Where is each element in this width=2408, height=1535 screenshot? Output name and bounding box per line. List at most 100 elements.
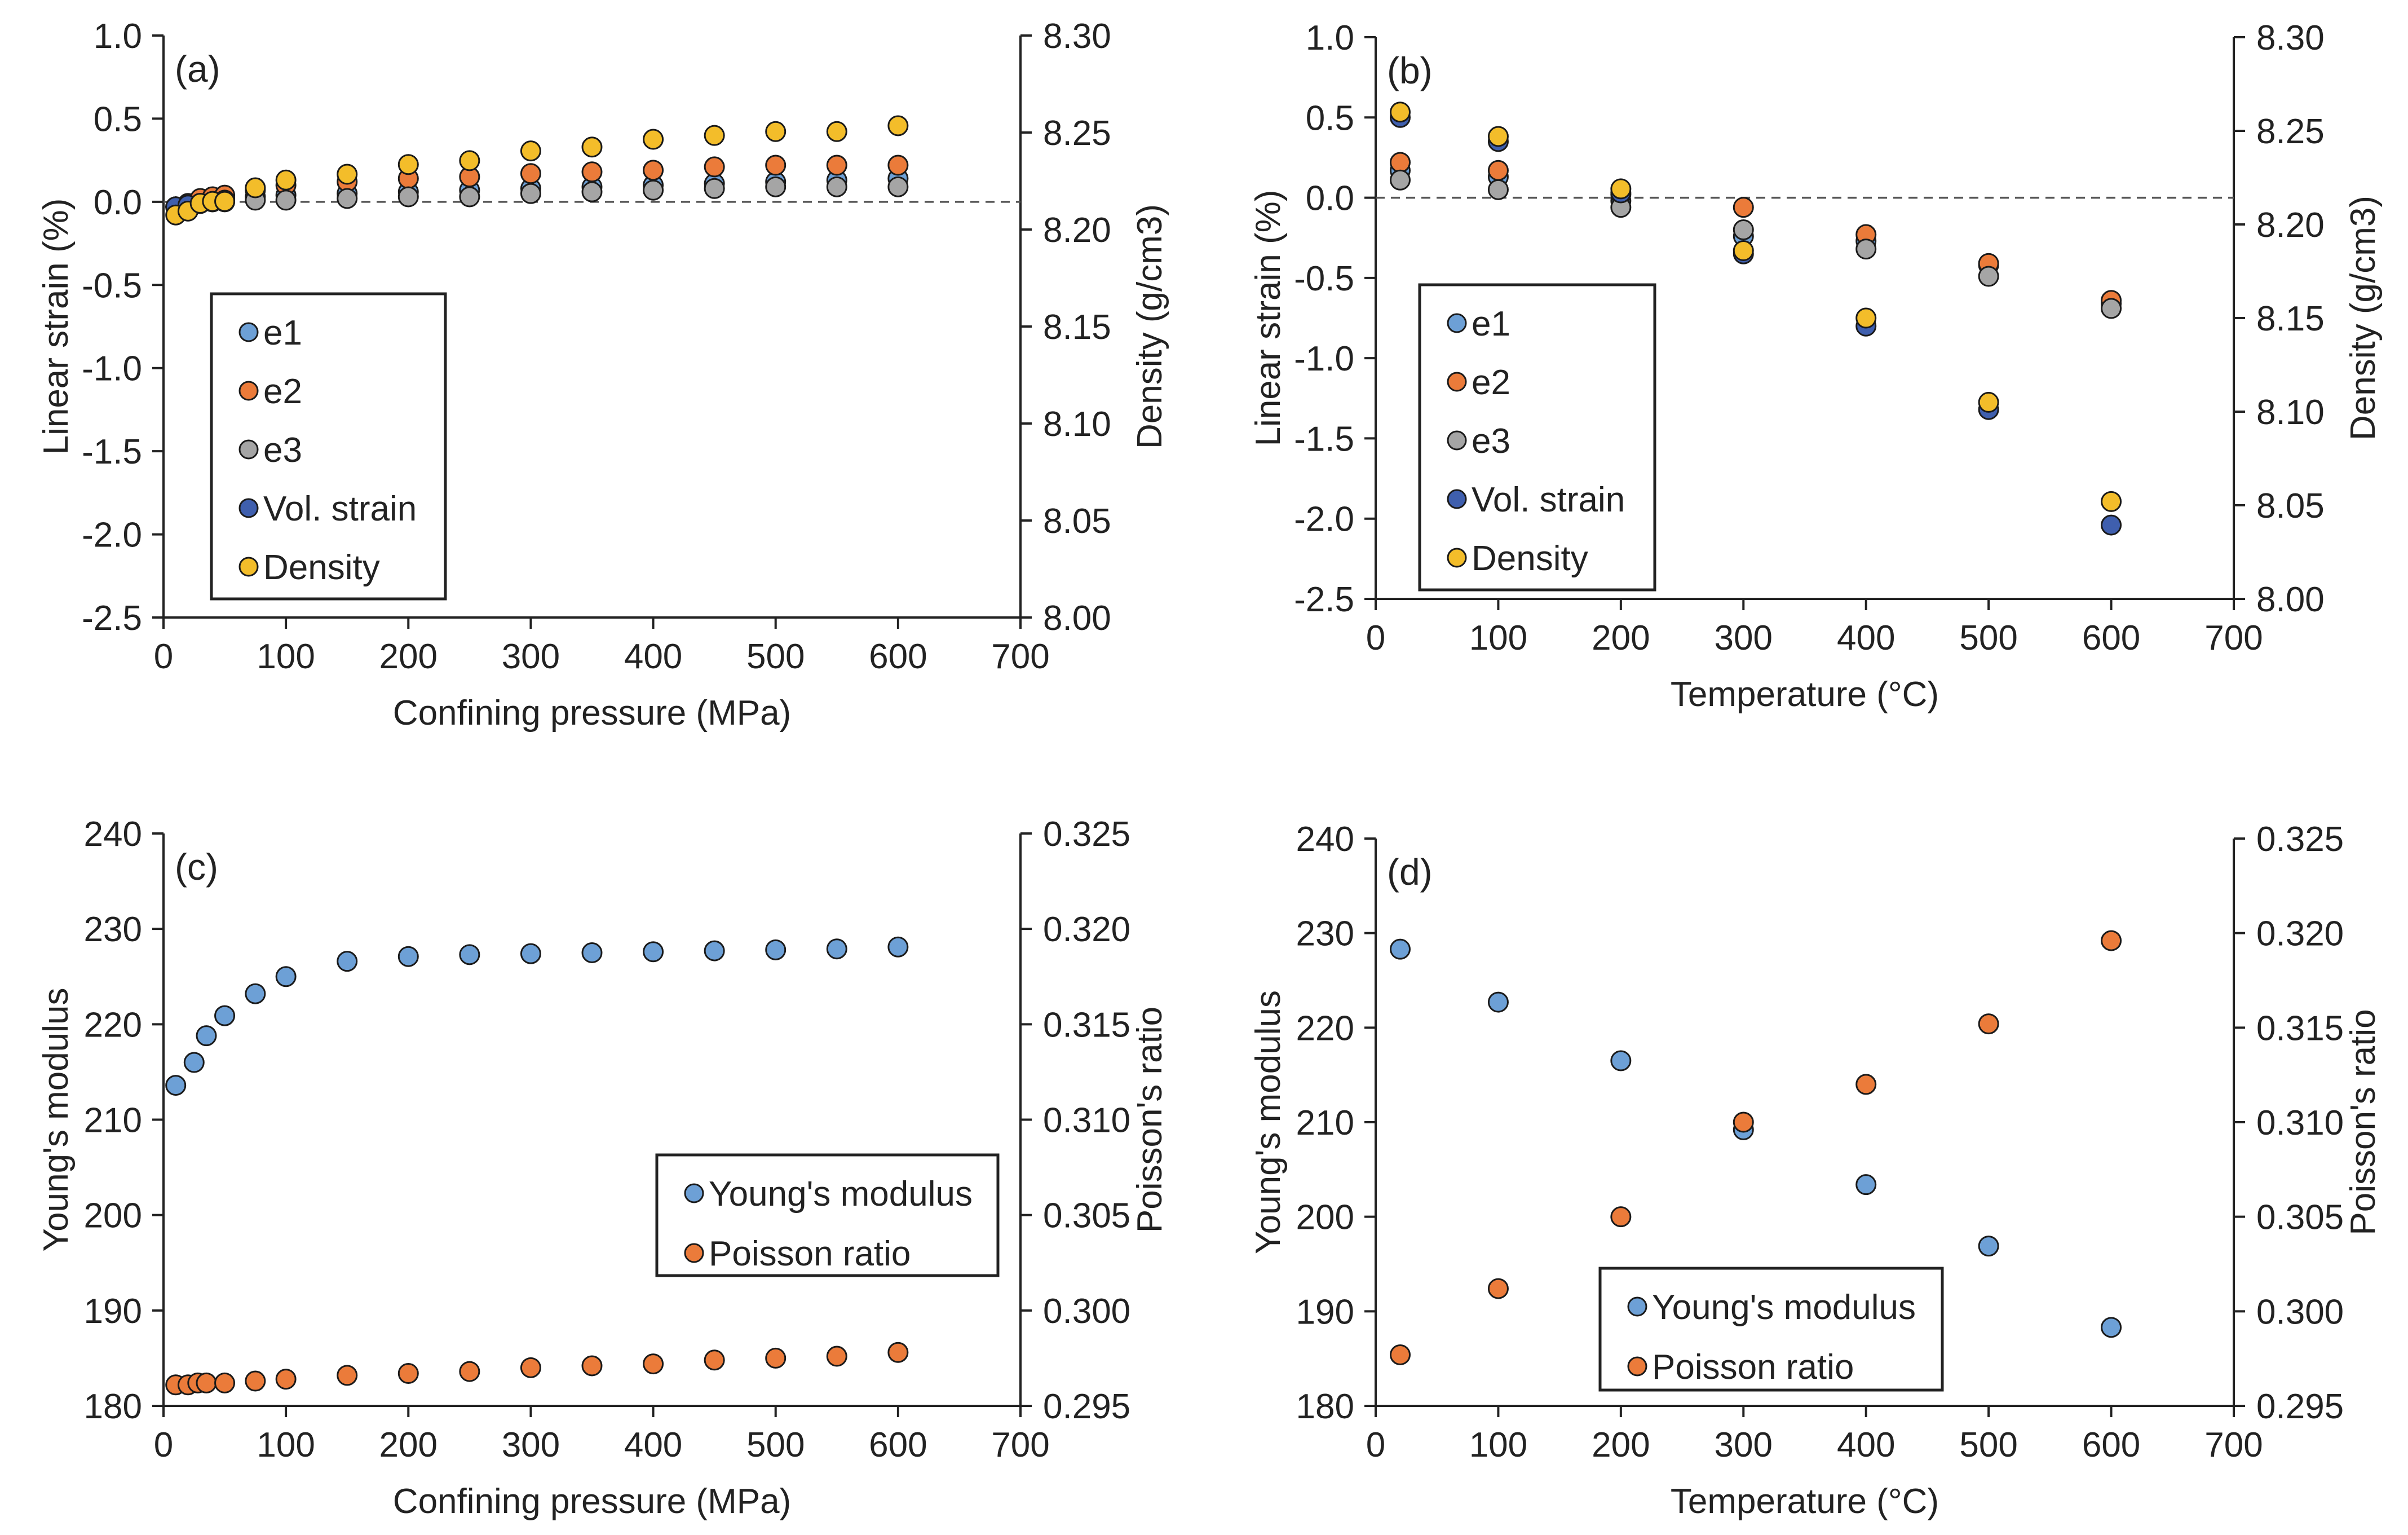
y2-tick-label: 8.10 [1043,405,1111,444]
y2-tick-label: 8.15 [2256,299,2325,338]
y-axis-title: Linear strain (%) [37,199,76,455]
y2-tick-label: 0.310 [2256,1104,2344,1143]
y2-tick-label: 8.25 [2256,112,2325,151]
series-young-s-modulus [165,936,909,1096]
data-point-poisson-ratio [1610,1206,1632,1228]
data-point-poisson-ratio [337,1365,358,1386]
data-point-young-s-modulus [581,942,603,963]
data-point-e2 [765,155,787,176]
data-point-poisson-ratio [2101,930,2122,951]
panel-b: 0 100 200 300 400 500 600 700 1.0 0.5 0.0 -0.5 -1.0 -… [1249,19,2383,714]
series-poisson-ratio [165,1342,909,1396]
data-point-density [459,150,480,171]
y-tick-label: 230 [1296,915,1354,954]
legend-marker-e1 [238,322,259,342]
y-tick-label: -1.5 [1294,420,1354,458]
y2-tick-label: 8.30 [2256,19,2325,58]
legend-marker-e3 [1447,430,1467,451]
data-point-poisson-ratio [581,1355,603,1377]
data-point-e3 [1733,219,1754,240]
data-point-young-s-modulus [887,936,909,958]
y2-tick-label: 8.00 [2256,580,2325,619]
data-point-density [245,177,266,199]
data-point-poisson-ratio [1487,1278,1509,1299]
data-point-density [1389,102,1411,123]
x-tick-label: 0 [1366,1426,1385,1465]
y-tick-label: 1.0 [1306,19,1354,58]
x-tick-label: 600 [869,1426,927,1465]
x-tick-label: 600 [2082,619,2140,658]
legend-marker-e3 [238,439,259,460]
data-point-density [581,136,603,158]
data-point-e2 [520,163,541,184]
y2-tick-label: 8.30 [1043,17,1111,56]
x-tick-label: 400 [624,637,682,676]
data-point-e3 [459,186,480,208]
data-point-young-s-modulus [196,1025,217,1047]
data-point-young-s-modulus [765,939,787,960]
x-tick-label: 700 [2204,619,2263,658]
series-density [1389,102,2122,512]
data-point-poisson-ratio [275,1369,297,1390]
data-point-e3 [1487,179,1509,200]
x-tick-label: 500 [1959,1426,2017,1465]
x-tick-label: 0 [1366,619,1385,658]
y2-tick-label: 0.325 [1043,815,1130,854]
data-point-density [1610,178,1632,200]
y2-axis-title: Poisson's ratio [1130,1007,1169,1233]
data-point-poisson-ratio [1733,1111,1754,1133]
data-point-e3 [704,178,725,199]
y2-tick-label: 8.00 [1043,599,1111,638]
data-point-density [2101,491,2122,512]
data-point-e3 [1855,239,1877,260]
data-point-density [826,121,847,142]
y2-tick-label: 0.320 [2256,915,2344,954]
data-point-density [275,169,297,191]
legend: Young's modulus Poisson ratio [655,1153,1000,1277]
legend-marker-e1 [1447,313,1467,333]
legend-marker-density [238,557,259,577]
data-point-density [1733,240,1754,261]
data-point-young-s-modulus [165,1075,187,1096]
y-tick-label: -1.5 [82,433,142,471]
legend-marker-density [1447,548,1467,568]
x-tick-label: 200 [1592,1426,1650,1465]
y2-axis-title: Density (g/cm3) [1130,204,1169,449]
legend-marker-e2 [1447,372,1467,392]
data-point-poisson-ratio [887,1342,909,1363]
data-point-density [643,129,664,150]
data-point-e3 [2101,298,2122,319]
y2-tick-label: 0.325 [2256,820,2344,859]
data-point-e2 [1389,152,1411,173]
data-point-e2 [1487,160,1509,181]
x-tick-label: 400 [1837,1426,1895,1465]
data-point-poisson-ratio [704,1349,725,1371]
y2-tick-label: 8.10 [2256,393,2325,432]
y2-tick-label: 0.305 [1043,1197,1130,1236]
x-tick-label: 200 [379,1426,438,1465]
data-point-density [1855,307,1877,329]
x-tick-label: 500 [1959,619,2017,658]
panel-label: (a) [175,48,220,90]
y2-tick-label: 0.305 [2256,1198,2344,1237]
panel-label: (c) [175,846,218,888]
data-point-e3 [581,181,603,202]
y-tick-label: 180 [84,1387,142,1426]
y-tick-label: 190 [84,1292,142,1331]
y2-tick-label: 8.20 [1043,211,1111,250]
x-tick-label: 500 [746,637,805,676]
y-tick-label: 240 [84,815,142,854]
y2-tick-label: 0.300 [1043,1292,1130,1331]
series-density [165,115,909,226]
panel-c: 0 100 200 300 400 500 600 700 240 230 220 210 200 190… [37,815,1169,1521]
data-point-e3 [520,183,541,204]
legend-marker-young-s-modulus [684,1183,704,1203]
x-tick-label: 700 [991,637,1049,676]
data-point-young-s-modulus [1855,1174,1877,1196]
legend-label-e3: e3 [1472,422,1510,461]
y-tick-label: 220 [1296,1009,1354,1048]
data-point-density [1487,126,1509,147]
y2-tick-label: 8.05 [2256,487,2325,526]
data-point-poisson-ratio [1855,1074,1877,1095]
